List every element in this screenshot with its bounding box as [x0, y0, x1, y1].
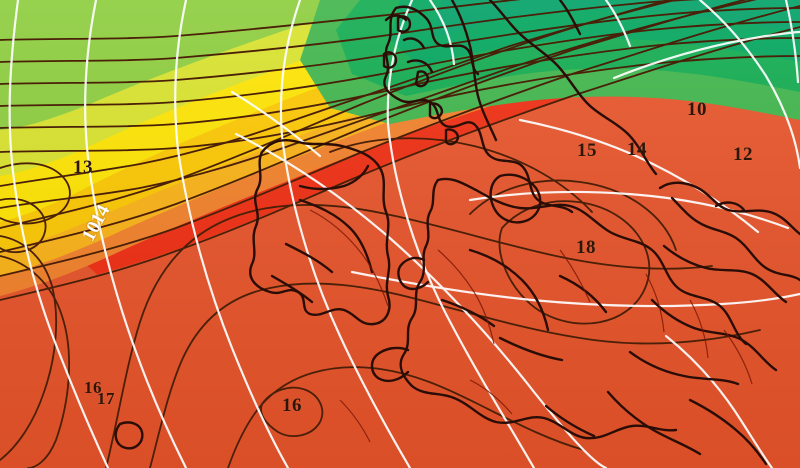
- coastline-scotland: [383, 6, 574, 214]
- pressure-isobars: [8, 0, 800, 468]
- contour-label: 14: [627, 139, 647, 160]
- contour-label: 18: [576, 237, 596, 258]
- contour-label: 12: [733, 144, 753, 165]
- contour-label: 15: [577, 140, 597, 161]
- contour-label: 17: [97, 389, 115, 408]
- contour-label: 16: [282, 395, 302, 416]
- internal-borders: [309, 209, 753, 443]
- coastline-ireland: [249, 138, 391, 326]
- contour-label: 10: [687, 99, 707, 120]
- coastline-norway: [488, 0, 658, 176]
- coastlines: [114, 0, 800, 466]
- coastline-continent: [658, 181, 800, 236]
- contour-label: 16: [84, 378, 102, 397]
- contour-label: 13: [73, 157, 93, 178]
- coastline-england: [399, 178, 678, 440]
